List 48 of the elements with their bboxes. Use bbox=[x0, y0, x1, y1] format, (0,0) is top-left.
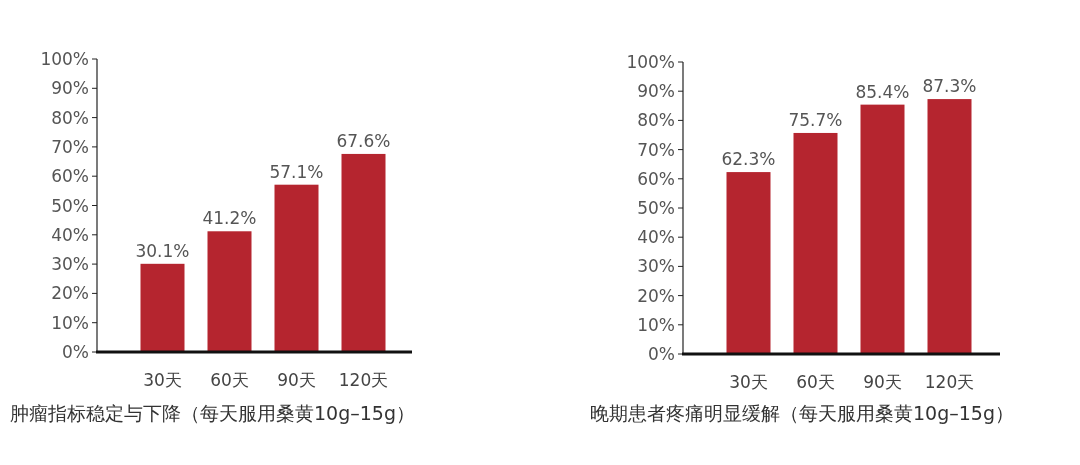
x-tick-label: 90天 bbox=[277, 370, 316, 390]
bar bbox=[341, 153, 386, 352]
bar bbox=[860, 104, 905, 354]
y-tick-label: 40% bbox=[637, 227, 675, 248]
y-tick-label: 40% bbox=[51, 224, 89, 245]
y-tick-label: 0% bbox=[62, 342, 89, 362]
y-tick-label: 90% bbox=[637, 81, 675, 102]
bar bbox=[140, 263, 185, 352]
x-tick-label: 30天 bbox=[729, 372, 768, 392]
bar bbox=[274, 184, 319, 352]
y-tick-label: 90% bbox=[51, 78, 89, 99]
text: 肿瘤指标稳定与下降（每天服用桑黄10g–15g） bbox=[10, 402, 415, 424]
bar bbox=[927, 99, 972, 354]
x-tick-label: 90天 bbox=[863, 372, 902, 392]
y-tick-label: 10% bbox=[637, 314, 675, 335]
y-tick-label: 30% bbox=[51, 254, 89, 275]
y-tick-label: 50% bbox=[637, 198, 675, 218]
y-tick-label: 0% bbox=[648, 344, 675, 364]
data-label: 75.7% bbox=[788, 109, 843, 130]
y-tick-label: 100% bbox=[626, 52, 675, 72]
y-tick-label: 70% bbox=[637, 139, 675, 160]
y-tick-label: 80% bbox=[51, 107, 89, 128]
y-tick-label: 100% bbox=[40, 49, 89, 69]
y-tick-label: 10% bbox=[51, 312, 89, 333]
data-label: 62.3% bbox=[721, 149, 776, 170]
x-tick-label: 120天 bbox=[338, 370, 389, 390]
y-tick-label: 60% bbox=[51, 166, 89, 187]
y-tick-label: 50% bbox=[51, 195, 89, 216]
data-label: 87.3% bbox=[922, 76, 977, 97]
x-tick-label: 60天 bbox=[796, 372, 835, 392]
x-tick-label: 60天 bbox=[210, 370, 249, 390]
data-label: 67.6% bbox=[336, 130, 391, 151]
y-tick-label: 30% bbox=[637, 256, 675, 277]
bar bbox=[726, 172, 771, 354]
data-label: 41.2% bbox=[202, 208, 257, 229]
x-tick-label: 120天 bbox=[924, 372, 975, 392]
bar bbox=[207, 231, 252, 352]
bar bbox=[793, 132, 838, 354]
y-tick-label: 60% bbox=[637, 168, 675, 189]
y-tick-label: 80% bbox=[637, 110, 675, 131]
data-label: 85.4% bbox=[855, 81, 910, 102]
y-tick-label: 20% bbox=[637, 285, 675, 306]
y-tick-label: 70% bbox=[51, 136, 89, 157]
y-tick-label: 20% bbox=[51, 283, 89, 304]
x-tick-label: 30天 bbox=[143, 370, 182, 390]
text: 晚期患者疼痛明显缓解（每天服用桑黄10g–15g） bbox=[590, 402, 1014, 424]
data-label: 30.1% bbox=[135, 240, 190, 261]
data-label: 57.1% bbox=[269, 161, 324, 182]
